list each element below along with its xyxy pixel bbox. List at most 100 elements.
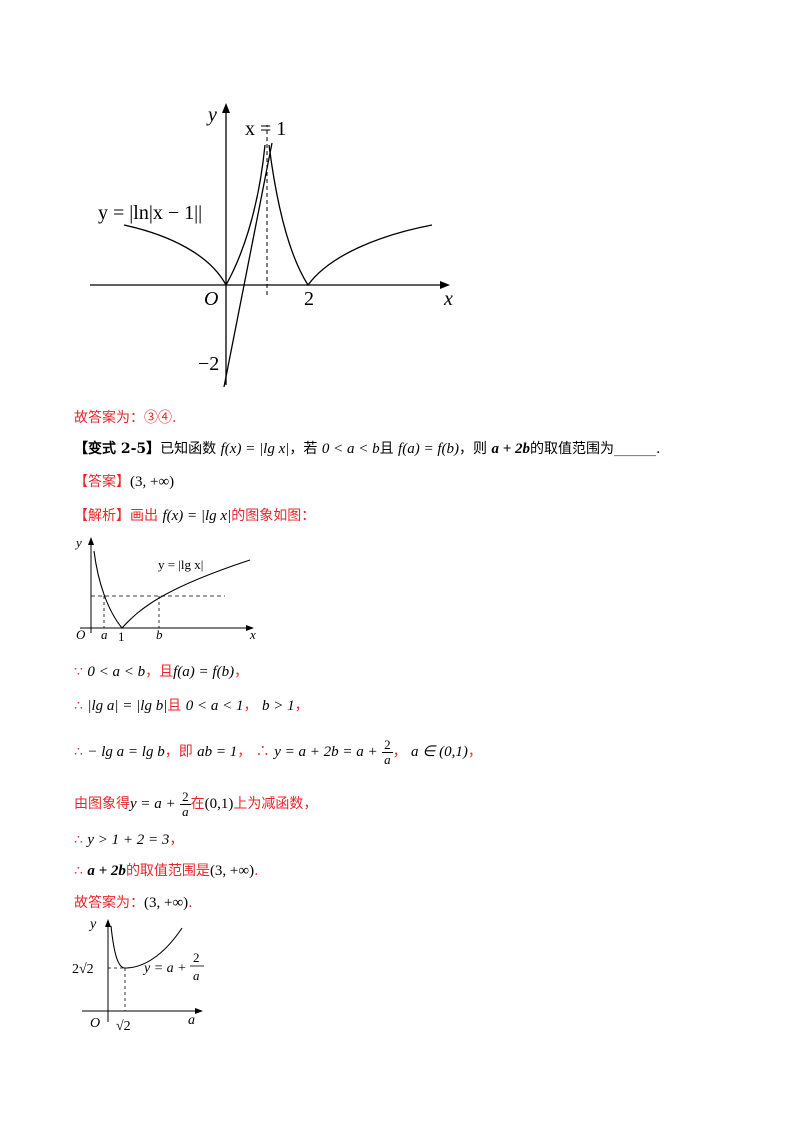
final-answer-value: (3, +∞) [144, 895, 189, 911]
curve-label: y = |lg x| [158, 557, 203, 572]
solution-lead: 【解析】画出 f(x) = |lg x|的图象如图： [74, 506, 315, 526]
step-3-math-a: − lg a = lg b [87, 744, 165, 760]
y-axis-label: y [206, 104, 217, 126]
problem-expression: a + 2b [491, 441, 530, 457]
curve-label: y = |ln|x − 1|| [98, 202, 202, 224]
x-axis-arrow [195, 1008, 203, 1014]
step-3-math-e: y = a + 2b = a + [274, 744, 378, 760]
problem-intro: 已知函数 [160, 441, 217, 457]
origin-label: O [204, 288, 218, 310]
therefore-symbol: ∴ [255, 744, 270, 760]
step-6-math-c: (3, +∞) [209, 863, 255, 879]
solution-function: f(x) = |lg x| [162, 508, 232, 524]
x-axis-arrow [246, 625, 254, 631]
tick-a: a [101, 627, 108, 642]
x-axis-label: x [249, 627, 256, 642]
final-answer-end: . [188, 895, 193, 911]
fraction-numerator: 2 [382, 736, 393, 753]
graph-a-plus-2-over-a: y 2√2 y = a + 2 a O √2 a [72, 917, 204, 1034]
y-axis-arrow [105, 919, 111, 927]
answer-value: (3, +∞) [130, 474, 175, 490]
problem-equation: f(a) = f(b) [398, 441, 459, 457]
step-1-text-d: ， [234, 664, 249, 680]
answer-line: 【答案】(3, +∞) [74, 472, 174, 492]
fraction-denominator: a [182, 803, 189, 819]
step-6-text-b: 的取值范围是 [125, 863, 210, 879]
vline-label: x = 1 [245, 118, 286, 140]
problem-ask-pre: ，则 [458, 441, 487, 457]
step-3-text-h: ， [467, 744, 482, 760]
x-axis-label: a [188, 1013, 195, 1028]
problem-statement: 【变式 2-5】已知函数 f(x) = |lg x|，若 0 < a < b且 … [74, 439, 660, 459]
x-axis-arrow [440, 281, 450, 289]
step-3-math-c: ab = 1 [197, 744, 238, 760]
tangent-line [223, 142, 273, 388]
therefore-symbol: ∴ [74, 744, 83, 760]
tick-b: b [156, 627, 163, 642]
step-2: ∴ |lg a| = |lg b|且 0 < a < 1， b > 1， [74, 696, 309, 716]
x-tick-sqrt2: √2 [116, 1019, 131, 1034]
problem-end: . [656, 441, 661, 457]
step-5-text-b: ， [169, 832, 184, 848]
x-axis-label: x [443, 288, 453, 310]
final-answer: 故答案为：(3, +∞). [74, 893, 193, 913]
step-3-text-b: ，即 [164, 744, 193, 760]
fraction-denominator: a [384, 751, 391, 767]
curve-label-denominator: a [193, 968, 200, 983]
step-2-text-d: ， [243, 698, 258, 714]
step-6-text-d: . [254, 863, 259, 879]
lg-curve [93, 550, 251, 629]
step-4-text-c: 在 [190, 796, 205, 812]
curve [110, 925, 183, 969]
problem-cond-mid: 且 [379, 441, 394, 457]
therefore-symbol: ∴ [74, 832, 83, 848]
solution-tag: 【解析】 [74, 508, 130, 524]
previous-answer-text: 故答案为：③④. [74, 410, 177, 426]
problem-function: f(x) = |lg x| [220, 441, 290, 457]
because-symbol: ∵ [74, 664, 83, 680]
step-1-math-a: 0 < a < b [87, 664, 146, 680]
origin-label: O [76, 627, 86, 642]
step-3-math-g: a ∈ (0,1) [411, 744, 468, 760]
final-answer-text: 故答案为： [74, 895, 144, 911]
step-5-math-a: y > 1 + 2 = 3 [87, 832, 170, 848]
solution-lead-text: 画出 [130, 508, 158, 524]
y-axis-arrow [222, 103, 230, 113]
step-1-text-b: ，且 [145, 664, 174, 680]
step-2-text-b: 且 [167, 698, 182, 714]
step-1-math-c: f(a) = f(b) [173, 664, 235, 680]
step-5: ∴ y > 1 + 2 = 3， [74, 830, 183, 850]
previous-answer: 故答案为：③④. [74, 408, 176, 428]
tick-1: 1 [118, 629, 125, 643]
problem-tag: 【变式 2-5】 [74, 441, 161, 457]
y-axis-arrow [88, 537, 94, 545]
step-4-math-b: y = a + [130, 796, 176, 812]
curve-label: y = a + [142, 961, 187, 976]
problem-cond-pre: ，若 [289, 441, 318, 457]
graph-lg-abs: y y = |lg x| O a 1 b x [74, 535, 256, 643]
problem-ask-post: 的取值范围为 [530, 441, 614, 457]
step-6-math-a: a + 2b [87, 863, 126, 879]
tick-2: 2 [304, 288, 314, 310]
step-4-text-e: 上为减函数， [233, 796, 318, 812]
step-3-text-f: ， [392, 744, 407, 760]
step-4: 由图象得y = a + 2 a 在(0,1)上为减函数， [74, 786, 317, 822]
step-2-math-e: b > 1 [261, 698, 295, 714]
origin-label: O [90, 1016, 100, 1031]
curve-right [268, 144, 433, 287]
curve-label-numerator: 2 [193, 950, 200, 965]
solution-lead-post: 的图象如图： [231, 508, 316, 524]
curve-left [123, 144, 266, 287]
therefore-symbol: ∴ [74, 863, 83, 879]
tick-neg2: −2 [198, 353, 219, 375]
graph-ln-abs: y x = 1 y = |ln|x − 1|| O 2 x −2 [90, 103, 453, 388]
answer-blank: ______ [614, 441, 656, 457]
answer-tag: 【答案】 [74, 474, 130, 490]
therefore-symbol: ∴ [74, 698, 83, 714]
step-1: ∵ 0 < a < b，且f(a) = f(b)， [74, 662, 248, 682]
step-3: ∴ − lg a = lg b，即 ab = 1 ， ∴ y = a + 2b =… [74, 734, 482, 770]
step-2-math-c: 0 < a < 1 [185, 698, 244, 714]
y-tick-2sqrt2: 2√2 [72, 962, 94, 977]
step-4-math-d: (0,1) [204, 796, 234, 812]
